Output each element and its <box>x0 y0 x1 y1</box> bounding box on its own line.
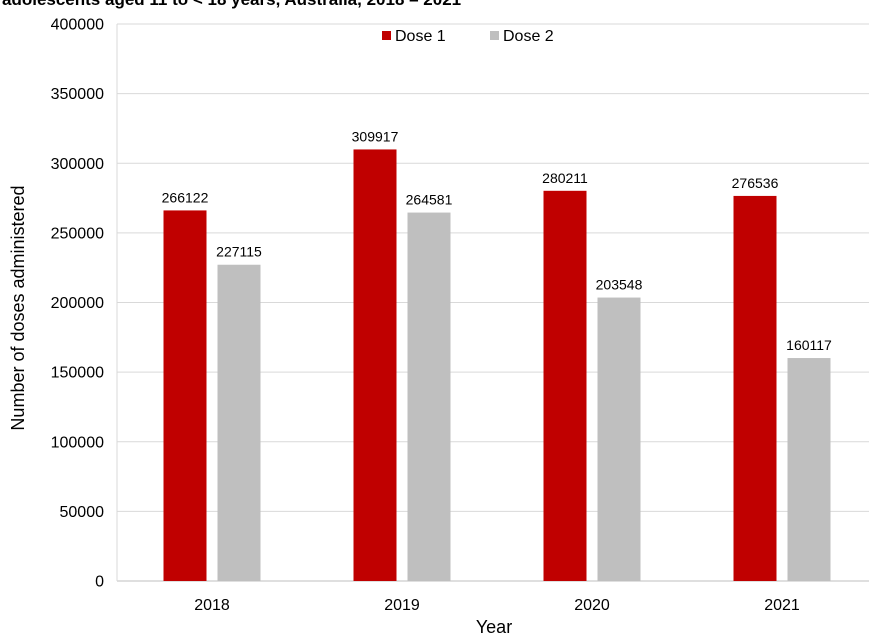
y-tick-label: 0 <box>95 574 104 591</box>
x-tick-label: 2021 <box>764 597 800 614</box>
bar <box>217 264 261 581</box>
x-tick-label: 2018 <box>194 597 230 614</box>
x-tick-label: 2019 <box>384 597 420 614</box>
y-tick-label: 400000 <box>51 17 104 34</box>
data-labels: 266122 227115 309917 264581 280211 203548 2765… <box>162 128 832 353</box>
data-label: 309917 <box>352 128 399 144</box>
legend: Dose 1 Dose 2 <box>382 28 554 45</box>
y-tick-label: 50000 <box>60 504 105 521</box>
bar <box>733 195 777 581</box>
y-tick-label: 200000 <box>51 295 104 312</box>
y-tick-label: 300000 <box>51 156 104 173</box>
y-axis-title: Number of doses administered <box>8 185 28 430</box>
x-tick-label: 2020 <box>574 597 610 614</box>
legend-label: Dose 1 <box>395 28 446 45</box>
bar <box>787 358 831 581</box>
legend-swatch <box>490 31 499 40</box>
y-tick-label: 350000 <box>51 86 104 103</box>
data-label: 266122 <box>162 189 209 205</box>
data-label: 227115 <box>216 244 262 260</box>
data-label: 276536 <box>732 175 779 191</box>
x-axis-title: Year <box>476 617 512 637</box>
y-tick-label: 250000 <box>51 225 104 242</box>
y-tick-label: 150000 <box>51 365 104 382</box>
bars <box>163 149 831 581</box>
data-label: 203548 <box>596 277 643 293</box>
bar <box>353 149 397 581</box>
legend-swatch <box>382 31 391 40</box>
data-label: 280211 <box>542 170 588 186</box>
bar <box>407 212 451 581</box>
bar <box>163 210 207 581</box>
data-label: 264581 <box>406 192 453 208</box>
bar <box>597 297 641 581</box>
bar <box>543 190 587 581</box>
legend-label: Dose 2 <box>503 28 554 45</box>
y-tick-labels: 0 50000 100000 150000 200000 250000 300000 3500… <box>51 17 104 591</box>
y-tick-label: 100000 <box>51 434 104 451</box>
chart-title: adolescents aged 11 to < 18 years, Austr… <box>2 0 461 9</box>
x-tick-labels: 2018 2019 2020 2021 <box>194 597 800 614</box>
data-label: 160117 <box>786 337 832 353</box>
